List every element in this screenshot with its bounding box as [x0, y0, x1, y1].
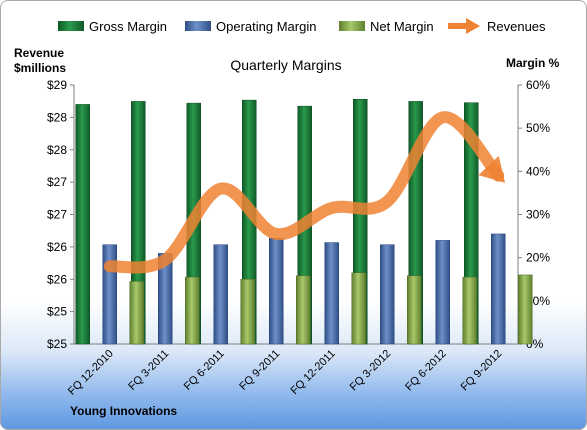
bar-net-margin [129, 281, 144, 345]
bar-operating-margin [435, 240, 450, 345]
chart-title: Quarterly Margins [230, 57, 341, 73]
bar-operating-margin [102, 244, 117, 345]
revenues-arrowhead [478, 155, 506, 183]
category-label: FQ 9-2011 [237, 348, 282, 393]
legend-swatch-net-margin [339, 21, 365, 31]
bar-gross-margin [75, 104, 90, 345]
left-tick-label: $26 [47, 272, 67, 286]
category-label: FQ 3-2011 [126, 348, 171, 393]
legend-label-gross-margin: Gross Margin [89, 19, 167, 34]
category-label: FQ 6-2011 [182, 348, 227, 393]
bar-operating-margin [380, 244, 395, 345]
left-axis-ticks: $25 $25 $26 $26 $27 $27 $28 $28 $29 [47, 78, 74, 351]
left-tick-label: $28 [47, 110, 67, 124]
right-tick-label: 40% [526, 164, 550, 178]
category-label: FQ 9-2012 [459, 348, 505, 394]
bar-net-margin [518, 274, 533, 345]
bar-operating-margin [269, 237, 284, 345]
left-tick-label: $28 [47, 143, 67, 157]
category-label: FQ 12-2011 [288, 348, 337, 397]
bar-net-margin [462, 276, 477, 345]
bar-operating-margin [491, 233, 506, 345]
category-label: FQ 12-2010 [66, 348, 116, 398]
left-tick-label: $27 [47, 208, 67, 222]
bar-net-margin [407, 275, 422, 345]
category-label: FQ 6-2012 [403, 348, 449, 394]
left-tick-label: $29 [47, 78, 67, 92]
legend-swatch-gross-margin [58, 21, 84, 31]
revenues-series [103, 111, 506, 274]
bar-net-margin [185, 276, 200, 345]
right-tick-label: 50% [526, 121, 550, 135]
bar-operating-margin [213, 244, 228, 345]
left-axis-label-line1: Revenue [14, 46, 64, 60]
legend-label-operating-margin: Operating Margin [216, 19, 316, 34]
legend-swatch-operating-margin [185, 21, 211, 31]
bar-net-margin [351, 272, 366, 345]
right-tick-label: 60% [526, 78, 550, 92]
bar-operating-margin [324, 242, 339, 345]
bar-net-margin [240, 279, 255, 345]
left-axis-label-line2: $millions [14, 61, 66, 75]
right-axis-label: Margin % [506, 56, 560, 70]
right-axis-ticks: 0%10%20%30%40%50%60% [518, 78, 550, 351]
left-tick-label: $27 [47, 175, 67, 189]
right-tick-label: 30% [526, 208, 550, 222]
right-tick-label: 20% [526, 251, 550, 265]
legend: Gross Margin Operating Margin Net Margin… [58, 18, 546, 34]
bar-net-margin [296, 275, 311, 345]
left-tick-label: $25 [47, 305, 67, 319]
legend-swatch-revenues [448, 18, 480, 34]
category-labels: FQ 12-2010 FQ 3-2011 FQ 6-2011 FQ 9-2011 FQ … [66, 348, 504, 398]
left-tick-label: $25 [47, 337, 67, 351]
legend-label-revenues: Revenues [487, 19, 546, 34]
revenues-line [103, 111, 505, 274]
company-name: Young Innovations [70, 404, 177, 418]
left-tick-label: $26 [47, 240, 67, 254]
legend-label-net-margin: Net Margin [370, 19, 434, 34]
category-label: FQ 3-2012 [348, 348, 394, 394]
plot-area: $25$25$26$26$27$27$28$28$29 0%10%20%30%4… [47, 78, 550, 398]
